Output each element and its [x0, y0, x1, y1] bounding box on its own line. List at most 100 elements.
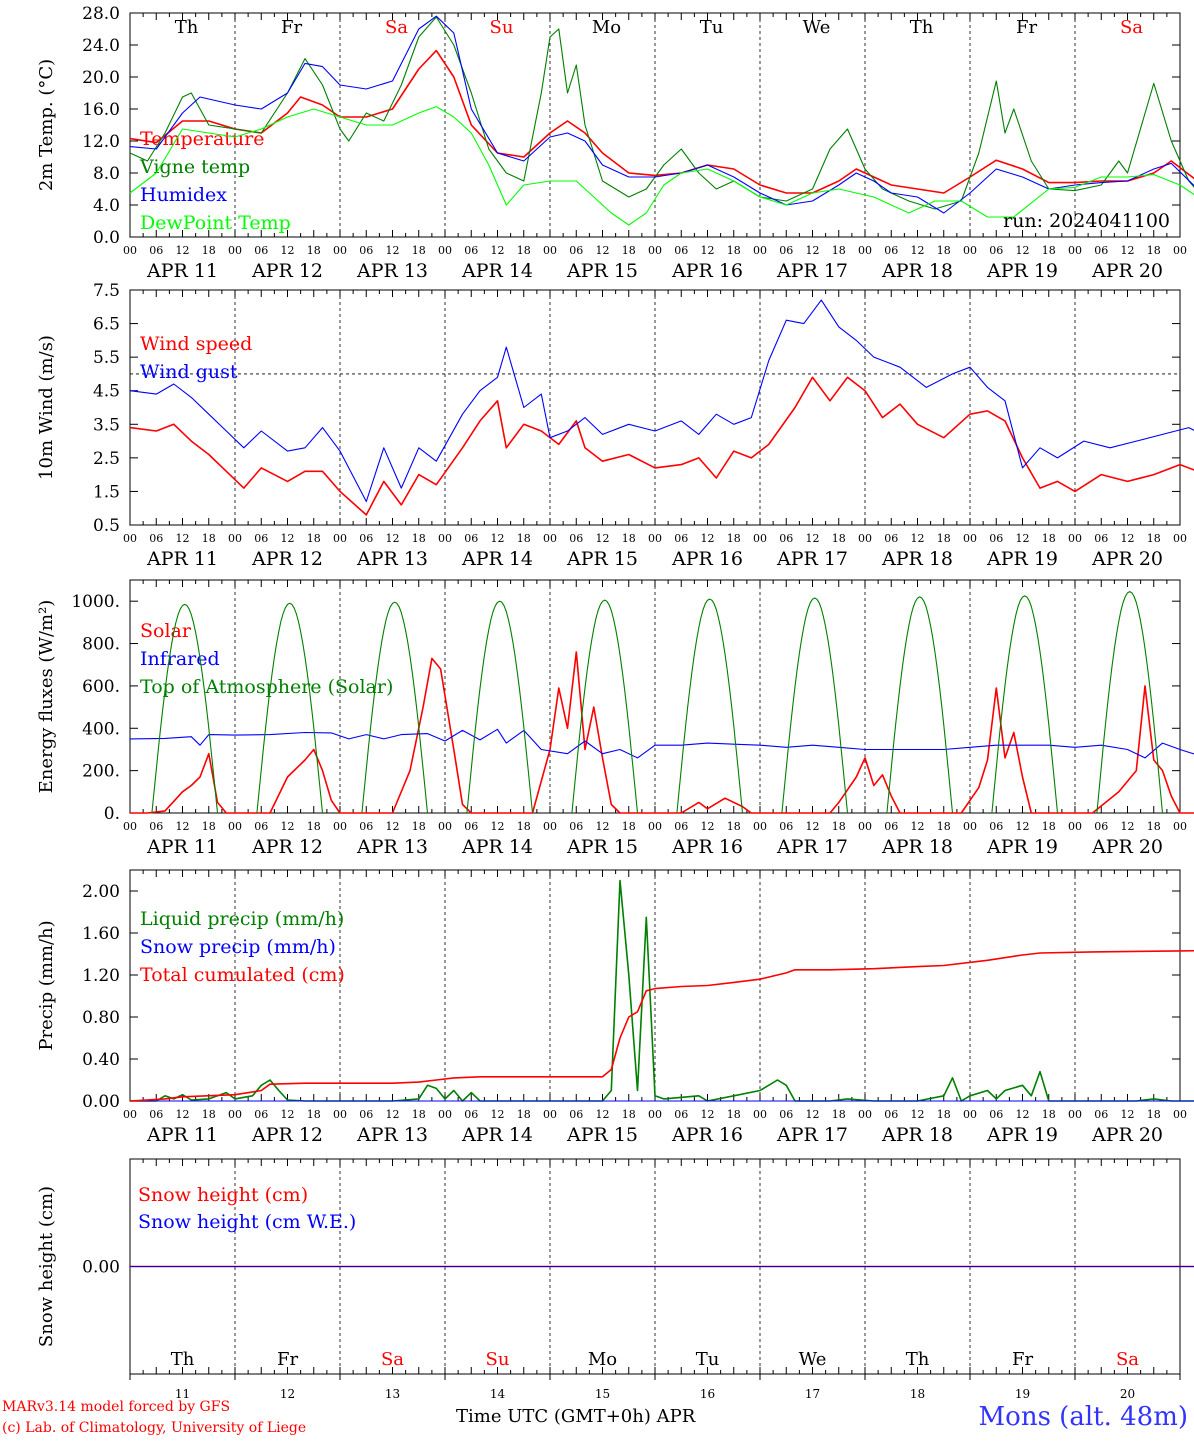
hour-tick-label: 18: [622, 244, 636, 257]
day-number-label: 16: [700, 1387, 715, 1401]
hour-tick-label: 12: [911, 532, 925, 545]
legend-label: Top of Atmosphere (Solar): [140, 676, 393, 698]
hour-tick-label: 18: [1042, 820, 1056, 833]
weekday-label: Fr: [277, 1349, 298, 1370]
hour-tick-label: 12: [911, 244, 925, 257]
legend-label: Wind speed: [140, 333, 252, 355]
hour-tick-label: 00: [228, 532, 242, 545]
hour-tick-label: 06: [464, 244, 478, 257]
date-label: APR 18: [881, 260, 953, 282]
date-label: APR 17: [776, 260, 848, 282]
hour-tick-label: 12: [1016, 244, 1030, 257]
hour-tick-label: 06: [989, 1108, 1003, 1121]
hour-tick-label: 12: [701, 244, 715, 257]
weekday-label: Su: [490, 17, 514, 38]
hour-tick-label: 12: [386, 820, 400, 833]
series-line: [129, 106, 1194, 226]
hour-tick-label: 18: [937, 532, 951, 545]
day-number-label: 14: [490, 1387, 506, 1401]
hour-tick-label: 00: [1173, 244, 1187, 257]
y-tick-label: 5.5: [93, 348, 120, 368]
y-tick-label: 1.20: [82, 966, 120, 986]
hour-tick-label: 12: [806, 244, 820, 257]
hour-tick-label: 06: [359, 820, 373, 833]
hour-tick-label: 00: [123, 820, 137, 833]
y-tick-label: 8.0: [93, 164, 120, 184]
date-label: APR 20: [1091, 260, 1163, 282]
hour-tick-label: 18: [727, 532, 741, 545]
y-tick-label: 6.5: [93, 315, 120, 335]
hour-tick-label: 18: [517, 820, 531, 833]
date-label: APR 12: [251, 260, 323, 282]
hour-tick-label: 06: [569, 532, 583, 545]
hour-tick-label: 06: [149, 1108, 163, 1121]
weekday-label: Sa: [1120, 17, 1143, 38]
hour-tick-label: 12: [1016, 532, 1030, 545]
hour-tick-label: 12: [1121, 820, 1135, 833]
date-label: APR 13: [356, 1124, 428, 1146]
hour-tick-label: 00: [858, 244, 872, 257]
hour-tick-label: 06: [779, 1108, 793, 1121]
hour-tick-label: 18: [202, 820, 216, 833]
hour-tick-label: 06: [149, 820, 163, 833]
y-axis-label: Snow height (cm): [36, 1186, 57, 1347]
series-line: [151, 591, 1164, 814]
legend-label: Liquid precip (mm/h): [140, 908, 344, 930]
date-label: APR 14: [461, 836, 533, 858]
y-tick-label: 800.: [82, 635, 120, 655]
date-label: APR 15: [566, 836, 638, 858]
hour-tick-label: 18: [832, 820, 846, 833]
y-tick-label: 0.00: [82, 1092, 120, 1112]
hour-tick-label: 00: [228, 244, 242, 257]
y-tick-label: 1.5: [93, 482, 120, 502]
hour-tick-label: 12: [176, 820, 190, 833]
date-label: APR 19: [986, 548, 1058, 570]
station-name: Mons (alt. 48m): [978, 1402, 1188, 1432]
hour-tick-label: 12: [596, 820, 610, 833]
date-label: APR 13: [356, 260, 428, 282]
hour-tick-label: 00: [438, 532, 452, 545]
hour-tick-label: 12: [386, 244, 400, 257]
hour-tick-label: 06: [464, 532, 478, 545]
hour-tick-label: 12: [1016, 1108, 1030, 1121]
hour-tick-label: 12: [491, 244, 505, 257]
hour-tick-label: 12: [176, 244, 190, 257]
weekday-label: Mo: [592, 17, 621, 38]
weekday-label: Fr: [1016, 17, 1037, 38]
hour-tick-label: 18: [727, 1108, 741, 1121]
date-label: APR 18: [881, 836, 953, 858]
series-line: [129, 15, 1194, 214]
hour-tick-label: 06: [989, 820, 1003, 833]
hour-tick-label: 00: [648, 1108, 662, 1121]
hour-tick-label: 06: [359, 532, 373, 545]
hour-tick-label: 12: [806, 820, 820, 833]
hour-tick-label: 12: [596, 1108, 610, 1121]
hour-tick-label: 18: [202, 532, 216, 545]
date-label: APR 11: [146, 836, 218, 858]
hour-tick-label: 12: [911, 820, 925, 833]
date-label: APR 12: [251, 836, 323, 858]
hour-tick-label: 18: [307, 244, 321, 257]
weekday-label: Th: [175, 17, 199, 38]
hour-tick-label: 06: [569, 820, 583, 833]
hour-tick-label: 18: [937, 244, 951, 257]
weekday-label: We: [803, 17, 831, 38]
date-label: APR 15: [566, 548, 638, 570]
hour-tick-label: 06: [884, 532, 898, 545]
hour-tick-label: 00: [963, 820, 977, 833]
hour-tick-label: 12: [491, 532, 505, 545]
hour-tick-label: 00: [1173, 1108, 1187, 1121]
date-label: APR 14: [461, 1124, 533, 1146]
hour-tick-label: 00: [963, 532, 977, 545]
hour-tick-label: 18: [412, 1108, 426, 1121]
hour-tick-label: 06: [569, 1108, 583, 1121]
series-line: [129, 728, 1194, 759]
date-label: APR 11: [146, 548, 218, 570]
hour-tick-label: 00: [858, 820, 872, 833]
weekday-label: Sa: [1116, 1349, 1139, 1370]
hour-tick-label: 00: [858, 532, 872, 545]
hour-tick-label: 12: [386, 532, 400, 545]
hour-tick-label: 18: [622, 820, 636, 833]
hour-tick-label: 06: [674, 1108, 688, 1121]
